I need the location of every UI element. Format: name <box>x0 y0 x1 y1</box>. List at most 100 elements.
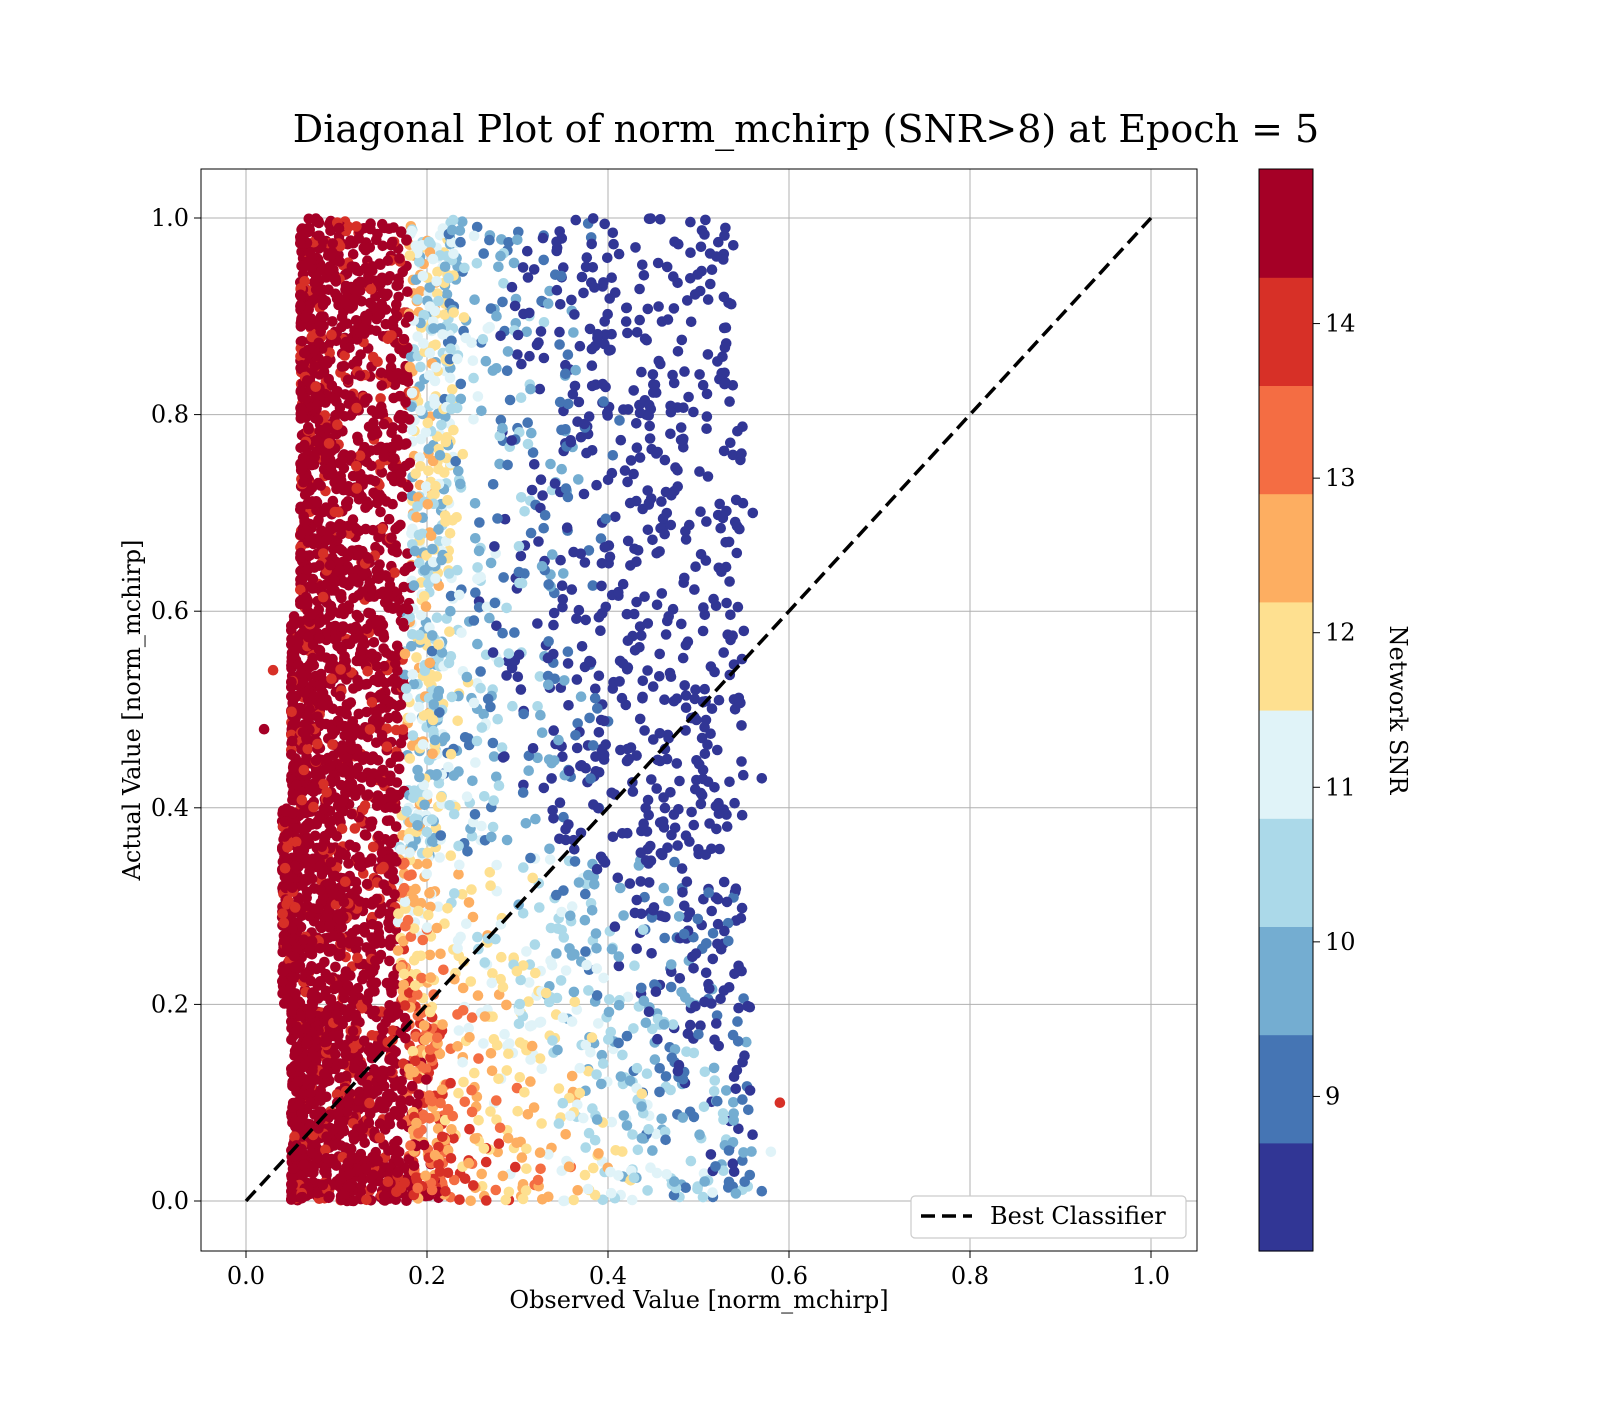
scatter-point <box>435 949 446 960</box>
scatter-point <box>440 1186 451 1197</box>
scatter-point <box>304 911 315 922</box>
scatter-point <box>719 926 730 937</box>
scatter-point <box>536 474 547 485</box>
scatter-point <box>623 404 634 415</box>
scatter-point <box>509 627 520 638</box>
scatter-point <box>572 416 583 427</box>
scatter-point <box>570 997 581 1008</box>
scatter-point <box>516 551 527 562</box>
scatter-point <box>705 728 716 739</box>
scatter-point <box>679 573 690 584</box>
scatter-point <box>732 548 743 559</box>
scatter-point <box>473 990 484 1001</box>
scatter-point <box>376 493 387 504</box>
scatter-point <box>724 982 735 993</box>
scatter-point <box>591 480 602 491</box>
scatter-point <box>303 744 314 755</box>
scatter-point <box>376 368 387 379</box>
scatter-point <box>387 372 398 383</box>
scatter-point <box>287 736 298 747</box>
scatter-point <box>628 469 639 480</box>
scatter-point <box>419 591 430 602</box>
scatter-point <box>400 896 411 907</box>
scatter-point <box>567 901 578 912</box>
scatter-point <box>593 1018 604 1029</box>
scatter-point <box>492 714 503 725</box>
scatter-point <box>590 684 601 695</box>
scatter-point <box>510 1162 521 1173</box>
scatter-point <box>317 869 328 880</box>
scatter-point <box>448 1111 459 1122</box>
scatter-point <box>729 1071 740 1082</box>
scatter-point <box>659 911 670 922</box>
scatter-point <box>472 932 483 943</box>
scatter-point <box>537 561 548 572</box>
scatter-point <box>530 939 541 950</box>
scatter-point <box>372 1155 383 1166</box>
scatter-point <box>336 1140 347 1151</box>
scatter-point <box>652 447 663 458</box>
scatter-point <box>704 818 715 829</box>
scatter-point <box>578 288 589 299</box>
scatter-point <box>468 373 479 384</box>
scatter-point <box>689 1112 700 1123</box>
scatter-point <box>570 730 581 741</box>
scatter-point <box>427 544 438 555</box>
scatter-point <box>719 292 730 303</box>
scatter-point <box>394 764 405 775</box>
scatter-point <box>368 768 379 779</box>
scatter-point <box>447 692 458 703</box>
scatter-point <box>733 1003 744 1014</box>
scatter-point <box>712 356 723 367</box>
scatter-point <box>710 1161 721 1172</box>
scatter-point <box>329 575 340 586</box>
scatter-point <box>725 610 736 621</box>
scatter-point <box>696 799 707 810</box>
scatter-point <box>614 1000 625 1011</box>
scatter-point <box>460 732 471 743</box>
scatter-point <box>391 299 402 310</box>
scatter-point <box>468 355 479 366</box>
scatter-point <box>399 969 410 980</box>
scatter-point <box>318 548 329 559</box>
scatter-point <box>311 671 322 682</box>
scatter-point <box>462 791 473 802</box>
scatter-point <box>332 641 343 652</box>
scatter-point <box>638 676 649 687</box>
scatter-point <box>567 1071 578 1082</box>
scatter-point <box>382 741 393 752</box>
scatter-point <box>327 725 338 736</box>
scatter-point <box>543 680 554 691</box>
scatter-point <box>548 620 559 631</box>
scatter-point <box>575 1088 586 1099</box>
scatter-point <box>614 249 625 260</box>
scatter-point <box>580 1142 591 1153</box>
scatter-point <box>563 658 574 669</box>
scatter-point <box>427 814 438 825</box>
scatter-point <box>421 481 432 492</box>
scatter-point <box>377 523 388 534</box>
scatter-point <box>699 229 710 240</box>
scatter-point <box>451 512 462 523</box>
scatter-point <box>666 520 677 531</box>
scatter-point <box>324 819 335 830</box>
scatter-point <box>303 632 314 643</box>
scatter-point <box>491 311 502 322</box>
scatter-point <box>469 698 480 709</box>
scatter-point <box>388 422 399 433</box>
scatter-point <box>433 296 444 307</box>
scatter-point <box>518 862 529 873</box>
scatter-point <box>401 806 412 817</box>
scatter-point <box>478 334 489 345</box>
scatter-point <box>695 506 706 517</box>
scatter-point <box>299 348 310 359</box>
scatter-point <box>427 1185 438 1196</box>
scatter-point <box>606 329 617 340</box>
scatter-point <box>478 1038 489 1049</box>
scatter-point <box>327 393 338 404</box>
scatter-point <box>303 564 314 575</box>
scatter-point <box>343 375 354 386</box>
scatter-point <box>487 978 498 989</box>
scatter-point <box>535 384 546 395</box>
scatter-point <box>468 1180 479 1191</box>
